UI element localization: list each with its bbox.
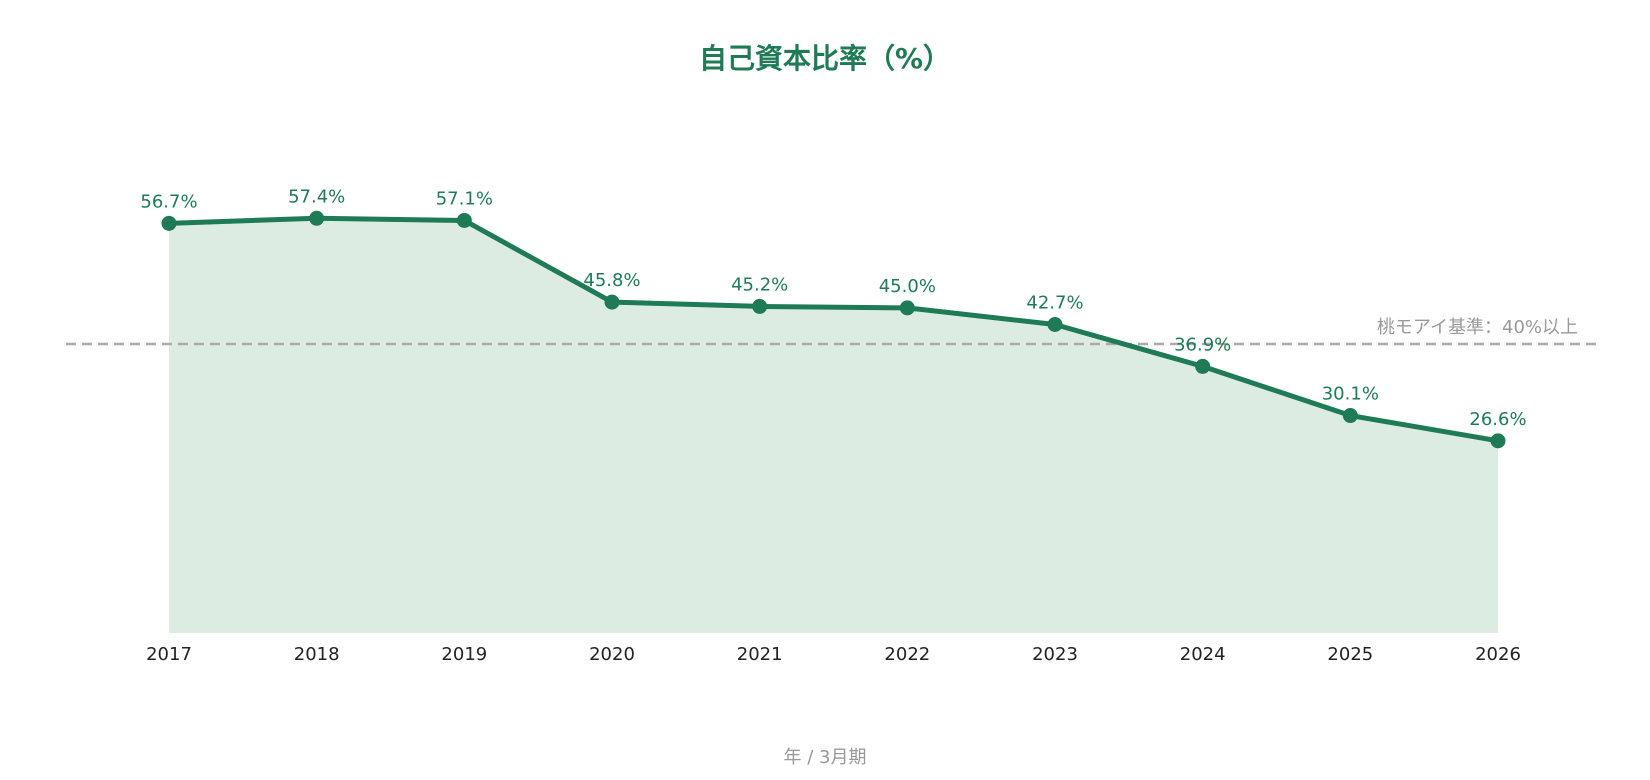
data-point — [161, 215, 177, 231]
x-tick-label: 2023 — [1032, 644, 1078, 665]
data-label: 56.7% — [140, 191, 197, 212]
data-label: 57.1% — [436, 188, 493, 209]
data-point — [752, 298, 768, 314]
data-points — [161, 210, 1506, 449]
data-label: 36.9% — [1174, 334, 1231, 355]
data-point — [1047, 316, 1063, 332]
x-tick-label: 2026 — [1475, 644, 1521, 665]
data-point — [1342, 408, 1358, 424]
data-point — [604, 294, 620, 310]
data-point — [456, 212, 472, 228]
data-label: 42.7% — [1026, 292, 1083, 313]
x-axis-label: 年 / 3月期 — [784, 747, 867, 768]
x-tick-labels: 2017 2018 2019 2020 2021 2022 2023 2024 2025 2026 — [146, 644, 1521, 665]
x-tick-label: 2017 — [146, 644, 192, 665]
x-tick-label: 2025 — [1327, 644, 1373, 665]
data-labels: 56.7% 57.4% 57.1% 45.8% 45.2% 45.0% 42.7% 36.9%… — [140, 186, 1526, 430]
data-label: 45.8% — [583, 270, 640, 291]
x-tick-label: 2021 — [737, 644, 783, 665]
data-label: 45.0% — [879, 276, 936, 297]
x-tick-label: 2020 — [589, 644, 635, 665]
data-label: 45.2% — [731, 274, 788, 295]
x-tick-label: 2018 — [294, 644, 340, 665]
reference-line-label: 桃モアイ基準：40%以上 — [1377, 317, 1578, 338]
chart-title: 自己資本比率（%） — [699, 42, 951, 75]
x-tick-label: 2019 — [441, 644, 487, 665]
data-label: 57.4% — [288, 186, 345, 207]
x-tick-label: 2024 — [1180, 644, 1226, 665]
data-point — [899, 300, 915, 316]
data-point — [309, 210, 325, 226]
data-point — [1490, 433, 1506, 449]
area-fill — [169, 218, 1498, 633]
data-label: 30.1% — [1322, 384, 1379, 405]
data-label: 26.6% — [1469, 409, 1526, 430]
x-tick-label: 2022 — [884, 644, 930, 665]
data-point — [1195, 358, 1211, 374]
series-line — [166, 215, 1501, 444]
